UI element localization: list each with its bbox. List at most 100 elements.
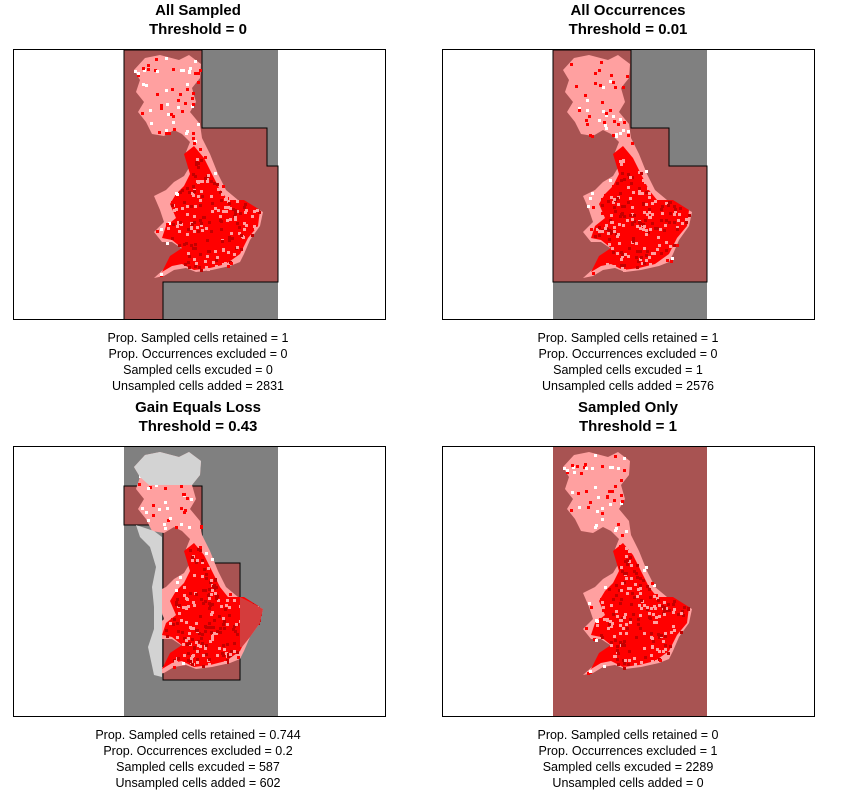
cell	[221, 652, 224, 655]
cell	[190, 205, 193, 208]
britain-map	[134, 55, 263, 278]
cell	[677, 219, 680, 222]
cell	[207, 594, 210, 597]
cell	[192, 194, 195, 197]
cell	[667, 204, 670, 207]
cell	[681, 222, 684, 225]
cell	[193, 258, 196, 261]
cell	[225, 197, 228, 200]
cell	[191, 223, 194, 226]
cell	[622, 659, 625, 662]
stat-occurrences-excluded: Prop. Occurrences excluded = 1	[538, 744, 718, 758]
cell	[676, 226, 679, 229]
cell	[183, 594, 186, 597]
cell	[193, 215, 196, 218]
cell	[183, 243, 186, 246]
cell	[621, 253, 624, 256]
cell	[634, 663, 637, 666]
cell	[621, 255, 624, 258]
cell	[629, 197, 632, 200]
cell	[588, 602, 591, 605]
cell	[644, 656, 647, 659]
cell	[619, 192, 622, 195]
cell	[225, 210, 228, 213]
cell	[614, 485, 617, 488]
cell	[197, 195, 200, 198]
cell	[183, 637, 186, 640]
cell	[644, 181, 647, 184]
cell	[621, 644, 624, 647]
cell	[585, 119, 588, 122]
cell	[586, 109, 589, 112]
cell	[645, 254, 648, 257]
cell	[621, 267, 624, 270]
cell	[653, 621, 656, 624]
cell	[649, 216, 652, 219]
cell	[165, 57, 168, 60]
cell	[192, 185, 195, 188]
cell	[643, 604, 646, 607]
cell	[625, 572, 628, 575]
cell	[205, 227, 208, 230]
cell	[225, 652, 228, 655]
cell	[583, 466, 586, 469]
cell	[234, 218, 237, 221]
cell	[160, 104, 163, 107]
cell	[183, 201, 186, 204]
cell	[660, 252, 663, 255]
cell	[245, 209, 248, 212]
cell	[609, 219, 612, 222]
cell	[222, 185, 225, 188]
cell	[621, 205, 624, 208]
cell	[609, 232, 612, 235]
cell	[219, 215, 222, 218]
cell	[667, 603, 670, 606]
cell	[660, 219, 663, 222]
cell	[208, 588, 211, 591]
cell	[649, 228, 652, 231]
cell	[200, 159, 203, 162]
panel-4-map-svg	[553, 447, 707, 716]
cell	[208, 597, 211, 600]
cell	[637, 623, 640, 626]
cell	[168, 132, 171, 135]
cell	[588, 115, 591, 118]
cell	[663, 601, 666, 604]
cell	[635, 242, 638, 245]
cell	[200, 224, 203, 227]
cell	[195, 161, 198, 164]
cell	[615, 527, 618, 530]
cell	[638, 604, 641, 607]
cell	[609, 80, 612, 83]
cell	[236, 651, 239, 654]
cell	[187, 659, 190, 662]
cell	[160, 228, 163, 231]
cell	[189, 592, 192, 595]
cell	[654, 227, 657, 230]
cell	[609, 503, 612, 506]
cell	[191, 663, 194, 666]
cell	[187, 605, 190, 608]
cell	[632, 237, 635, 240]
cell	[640, 599, 643, 602]
cell	[598, 119, 601, 122]
cell	[661, 212, 664, 215]
cell	[608, 490, 611, 493]
cell	[674, 208, 677, 211]
cell	[142, 67, 145, 70]
cell	[166, 242, 169, 245]
cell	[627, 201, 630, 204]
cell	[586, 123, 589, 126]
cell	[624, 613, 627, 616]
cell	[593, 638, 596, 641]
cell	[653, 605, 656, 608]
cell	[197, 644, 200, 647]
cell	[566, 469, 569, 472]
cell	[618, 242, 621, 245]
cell	[143, 69, 146, 72]
cell	[615, 610, 618, 613]
cell	[186, 88, 189, 91]
cell	[639, 227, 642, 230]
stat-sampled-excluded: Sampled cells excuded = 2289	[542, 760, 714, 774]
cell	[137, 74, 140, 77]
